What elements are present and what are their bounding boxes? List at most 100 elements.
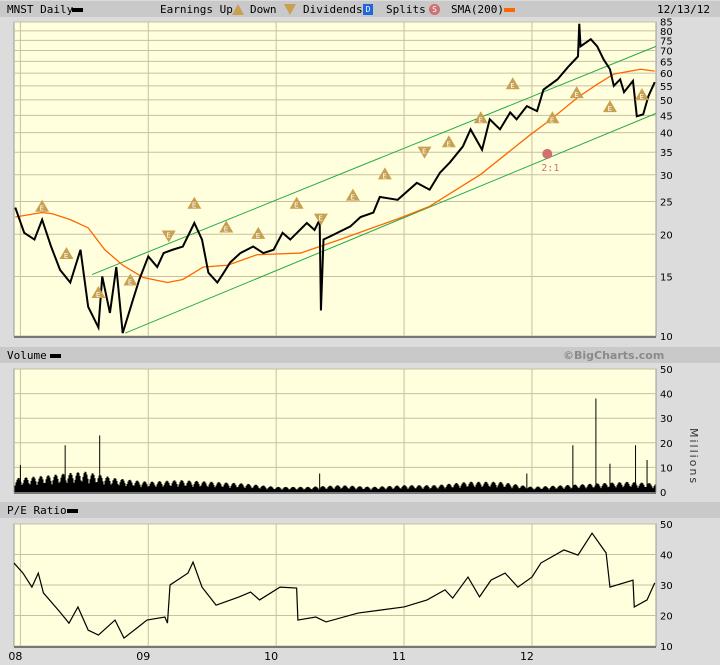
pe-legend-swatch bbox=[67, 509, 78, 513]
earnings-up-icon bbox=[473, 111, 488, 124]
pe-ratio-line bbox=[13, 532, 656, 639]
volume-legend-bar: Volume ©BigCharts.com bbox=[0, 347, 720, 363]
price-y-tick-label: 60 bbox=[660, 69, 673, 80]
earnings-up-marker: E bbox=[289, 196, 304, 210]
volume-y-tick-label: 30 bbox=[660, 414, 673, 425]
earnings-up-marker: E bbox=[602, 100, 617, 113]
pe-plot-area bbox=[13, 523, 657, 647]
earnings-letter: E bbox=[294, 202, 298, 210]
earnings-up-icon bbox=[123, 273, 138, 286]
price-y-tick-label: 75 bbox=[660, 36, 673, 47]
symbol-label: MNST Daily bbox=[7, 3, 74, 16]
volume-y-tick-label: 10 bbox=[660, 463, 673, 474]
earnings-up-marker: E bbox=[505, 77, 520, 90]
earnings-up-marker: E bbox=[91, 285, 106, 299]
price-plot-area bbox=[13, 21, 657, 337]
earnings-letter: E bbox=[382, 172, 386, 180]
earnings-letter: E bbox=[192, 202, 196, 210]
earnings-letter: E bbox=[574, 91, 578, 99]
earnings-letter: E bbox=[639, 93, 643, 101]
price-y-tick-label: 65 bbox=[660, 57, 673, 68]
price-y-tick-label: 55 bbox=[660, 82, 673, 93]
earnings-up-icon bbox=[634, 88, 649, 101]
earnings-up-marker: E bbox=[59, 247, 74, 260]
sma-label: SMA(200) bbox=[451, 3, 504, 16]
x-tick-label: 08 bbox=[8, 650, 22, 663]
earnings-letter: E bbox=[40, 205, 44, 213]
earnings-up-icon bbox=[441, 135, 456, 148]
price-y-tick-label: 50 bbox=[660, 96, 673, 107]
earnings-label: Earnings Up bbox=[160, 3, 233, 16]
pe-legend-bar: P/E Ratio bbox=[0, 502, 720, 518]
pe-y-tick-label: 30 bbox=[660, 581, 673, 592]
earnings-up-marker: E bbox=[473, 111, 488, 124]
earnings-letter: E bbox=[128, 278, 132, 286]
earnings-down-icon bbox=[313, 213, 328, 226]
earnings-down-icon bbox=[417, 146, 432, 159]
earnings-letter: E bbox=[607, 105, 611, 113]
earnings-letter: E bbox=[256, 232, 260, 240]
earnings-letter: E bbox=[318, 215, 322, 223]
earnings-down-marker: E bbox=[161, 230, 176, 243]
earnings-letter: E bbox=[446, 140, 450, 148]
earnings-up-icon bbox=[251, 226, 266, 239]
x-tick-label: 11 bbox=[392, 650, 406, 663]
earnings-letter: E bbox=[510, 82, 514, 90]
earnings-up-icon bbox=[187, 196, 202, 209]
earnings-up-icon bbox=[545, 111, 560, 124]
channel-upper-line bbox=[91, 45, 657, 276]
split-ratio-label: 2:1 bbox=[541, 163, 559, 174]
earnings-letter: E bbox=[64, 252, 68, 260]
dividends-label: Dividends bbox=[303, 3, 363, 16]
price-y-tick-label: 80 bbox=[660, 27, 673, 38]
x-tick-label: 09 bbox=[136, 650, 150, 663]
earnings-down-icon bbox=[284, 4, 296, 15]
price-y-tick-label: 70 bbox=[660, 46, 673, 57]
earnings-up-marker: E bbox=[219, 220, 234, 233]
earnings-up-marker: E bbox=[187, 196, 202, 210]
x-tick-label: 10 bbox=[264, 650, 278, 663]
earnings-up-icon bbox=[289, 196, 304, 209]
earnings-letter: E bbox=[224, 225, 228, 233]
pe-title: P/E Ratio bbox=[7, 504, 67, 517]
volume-unit-label: Millions bbox=[687, 428, 700, 486]
earnings-up-marker: E bbox=[251, 226, 266, 240]
pe-y-tick-label: 40 bbox=[660, 551, 673, 562]
earnings-up-icon bbox=[35, 199, 50, 212]
earnings-up-icon bbox=[345, 188, 360, 201]
earnings-up-icon bbox=[219, 220, 234, 233]
earnings-letter: E bbox=[96, 291, 100, 299]
price-y-tick-label: 40 bbox=[660, 129, 673, 140]
splits-label: Splits bbox=[386, 3, 426, 16]
price-y-tick-label: 15 bbox=[660, 273, 673, 284]
pe-y-tick-label: 20 bbox=[660, 612, 673, 623]
volume-plot-area bbox=[13, 368, 657, 493]
volume-y-tick-label: 20 bbox=[660, 439, 673, 450]
sma-legend-swatch bbox=[504, 8, 515, 12]
earnings-down-label: Down bbox=[250, 3, 277, 16]
chart-date: 12/13/12 bbox=[657, 3, 710, 16]
earnings-letter: E bbox=[550, 116, 554, 124]
earnings-up-marker: E bbox=[634, 88, 649, 101]
volume-y-tick-label: 40 bbox=[660, 390, 673, 401]
price-y-tick-label: 25 bbox=[660, 198, 673, 209]
price-line bbox=[14, 23, 656, 334]
split-icon: S bbox=[429, 4, 440, 15]
earnings-up-marker: E bbox=[569, 86, 584, 99]
earnings-letter: E bbox=[166, 232, 170, 240]
pe-y-tick-label: 10 bbox=[660, 642, 673, 653]
price-y-tick-label: 20 bbox=[660, 230, 673, 241]
earnings-letter: E bbox=[478, 116, 482, 124]
earnings-up-marker: E bbox=[377, 167, 392, 180]
earnings-up-marker: E bbox=[123, 273, 138, 286]
earnings-up-marker: E bbox=[441, 135, 456, 148]
sma-200-line bbox=[15, 68, 655, 284]
price-y-tick-label: 10 bbox=[660, 332, 673, 343]
earnings-up-icon bbox=[232, 4, 244, 15]
earnings-up-icon bbox=[569, 86, 584, 99]
bigcharts-copyright[interactable]: ©BigCharts.com bbox=[563, 349, 665, 362]
earnings-up-marker: E bbox=[545, 111, 560, 124]
main-legend-bar: MNST Daily Earnings Up Down Dividends D … bbox=[0, 1, 720, 17]
earnings-down-marker: E bbox=[313, 213, 328, 226]
